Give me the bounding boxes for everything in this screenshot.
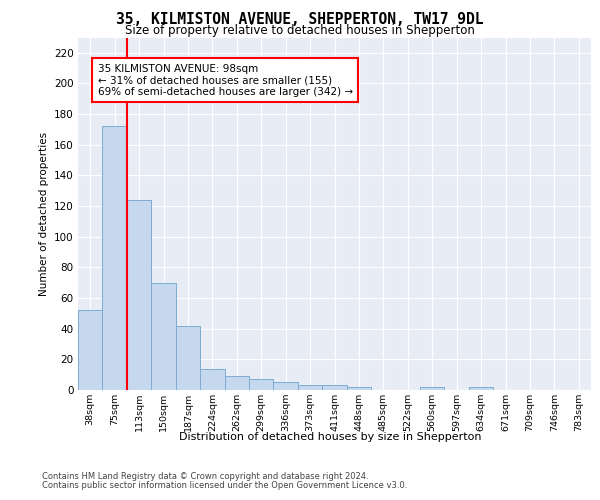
Bar (469, 387, 493, 390)
Text: Contains public sector information licensed under the Open Government Licence v3: Contains public sector information licen… (42, 481, 407, 490)
Bar (78, 310, 103, 390)
Bar (274, 382, 298, 390)
Text: 35 KILMISTON AVENUE: 98sqm
← 31% of detached houses are smaller (155)
69% of sem: 35 KILMISTON AVENUE: 98sqm ← 31% of deta… (98, 64, 353, 97)
Bar (127, 200, 151, 390)
Y-axis label: Number of detached properties: Number of detached properties (38, 132, 49, 296)
Text: Contains HM Land Registry data © Crown copyright and database right 2024.: Contains HM Land Registry data © Crown c… (42, 472, 368, 481)
Text: Distribution of detached houses by size in Shepperton: Distribution of detached houses by size … (179, 432, 481, 442)
Bar (420, 387, 445, 390)
Bar (200, 368, 224, 390)
Bar (151, 282, 176, 390)
Bar (249, 380, 274, 390)
Bar (298, 386, 322, 390)
Bar (322, 386, 347, 390)
Bar (103, 126, 127, 390)
Bar (176, 326, 200, 390)
Bar (224, 376, 249, 390)
Bar (347, 387, 371, 390)
Text: Size of property relative to detached houses in Shepperton: Size of property relative to detached ho… (125, 24, 475, 37)
Text: 35, KILMISTON AVENUE, SHEPPERTON, TW17 9DL: 35, KILMISTON AVENUE, SHEPPERTON, TW17 9… (116, 12, 484, 28)
